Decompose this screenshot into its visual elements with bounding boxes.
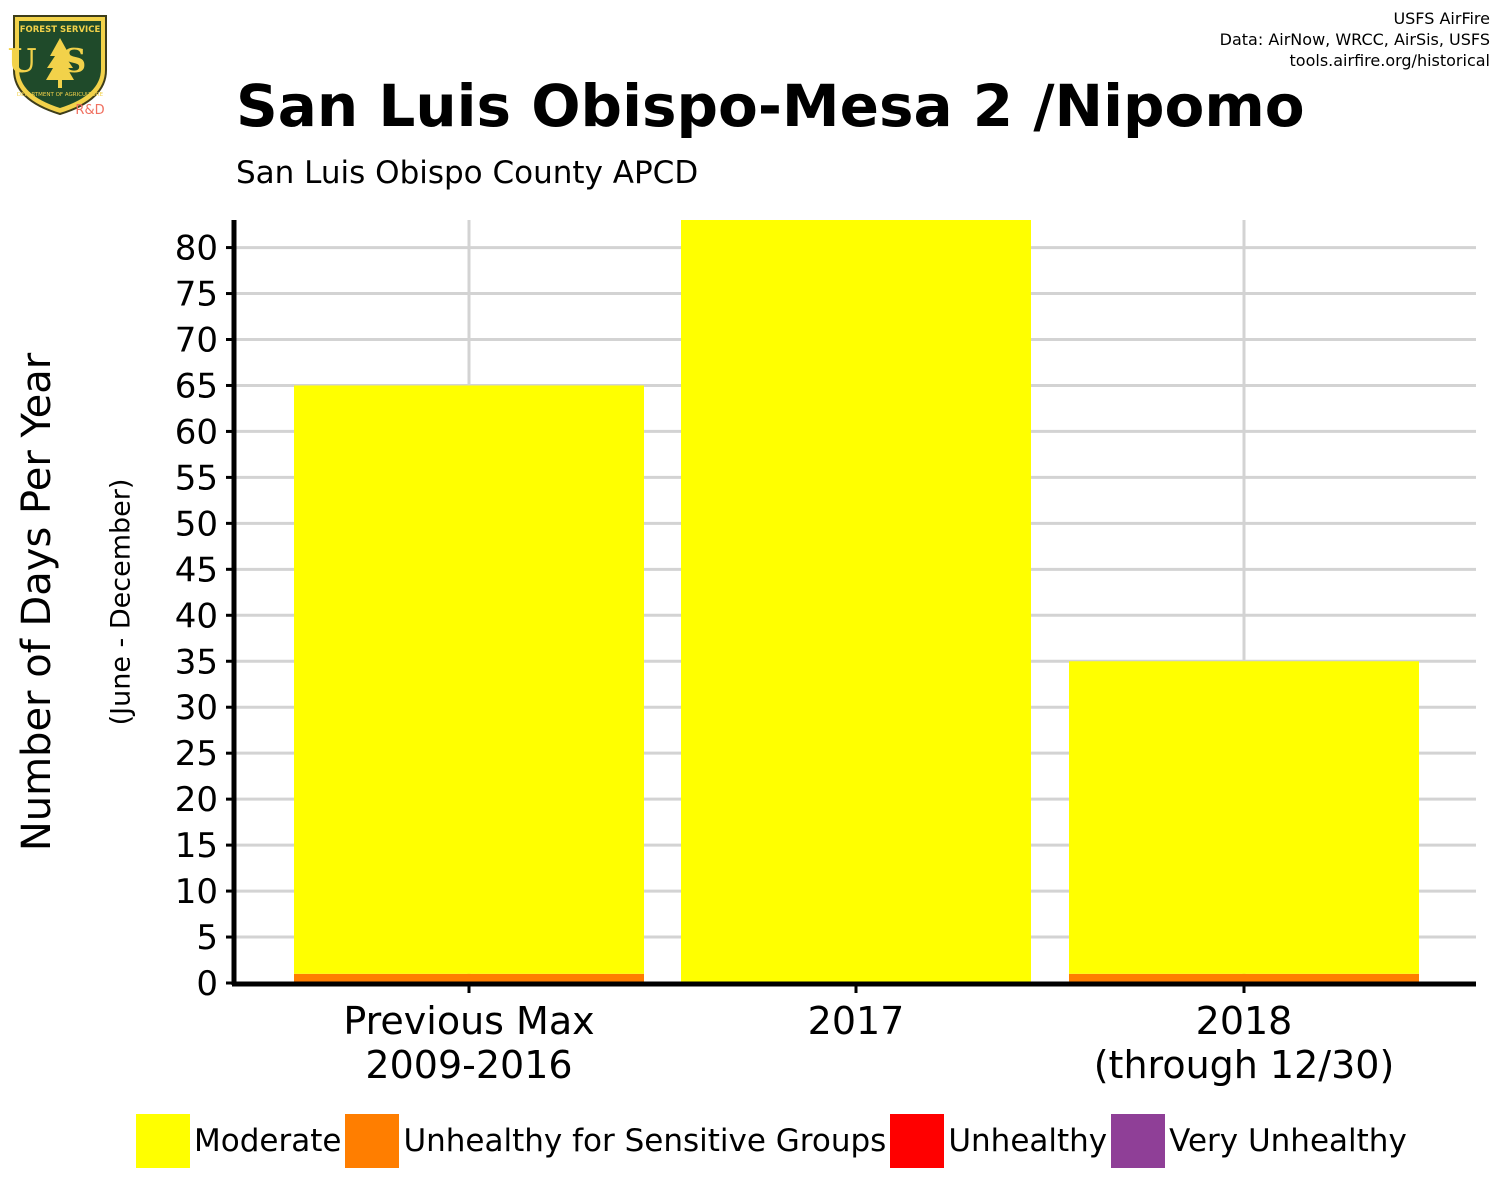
legend-swatch — [890, 1114, 945, 1168]
credit-line: tools.airfire.org/historical — [1289, 51, 1490, 70]
x-tick-label: 2009-2016 — [365, 1043, 572, 1087]
legend-item-unhealthy: Unhealthy — [890, 1114, 1107, 1168]
svg-text:DEPARTMENT OF AGRICULTURE: DEPARTMENT OF AGRICULTURE — [17, 92, 104, 98]
x-tick-label: 2018 — [1196, 999, 1293, 1043]
y-tick-label: 5 — [196, 918, 218, 958]
legend-label: Moderate — [194, 1123, 342, 1159]
y-tick-label: 10 — [175, 872, 218, 912]
y-tick-label: 35 — [175, 642, 218, 682]
bar-segment — [681, 220, 1031, 983]
legend-label: Unhealthy for Sensitive Groups — [403, 1123, 887, 1159]
x-tick-label: (through 12/30) — [1094, 1043, 1395, 1087]
credit-line: Data: AirNow, WRCC, AirSis, USFS — [1219, 30, 1490, 49]
y-tick-label: 75 — [175, 275, 218, 315]
y-tick-label: 70 — [175, 321, 218, 361]
y-tick-label: 55 — [175, 458, 218, 498]
y-tick-label: 20 — [175, 780, 218, 820]
legend-item-moderate: Moderate — [136, 1114, 341, 1168]
y-tick-label: 45 — [175, 550, 218, 590]
y-tick-label: 65 — [175, 366, 218, 406]
bar-segment — [1069, 973, 1419, 983]
svg-text:FOREST SERVICE: FOREST SERVICE — [20, 25, 101, 35]
legend-label: Unhealthy — [948, 1123, 1108, 1159]
y-tick-label: 25 — [175, 734, 218, 774]
bar-segment — [294, 973, 644, 983]
legend-item-usg: Unhealthy for Sensitive Groups — [345, 1114, 886, 1168]
x-tick-label: 2017 — [808, 999, 905, 1043]
y-tick-label: 60 — [175, 412, 218, 452]
legend-swatch — [345, 1114, 400, 1168]
y-tick-label: 80 — [175, 229, 218, 269]
y-tick-label: 50 — [175, 504, 218, 544]
logo-tag: R&D — [75, 103, 104, 118]
y-tick-label: 0 — [196, 964, 218, 1004]
legend-swatch — [1111, 1114, 1166, 1168]
y-tick-label: 15 — [175, 826, 218, 866]
chart-title: San Luis Obispo-Mesa 2 /Nipomo — [236, 72, 1305, 140]
forest-service-logo: FOREST SERVICE US DEPARTMENT OF AGRICULT… — [8, 15, 112, 118]
bar-segment — [1069, 661, 1419, 974]
credit-line: USFS AirFire — [1393, 9, 1490, 28]
x-tick-label: Previous Max — [343, 999, 594, 1043]
legend: Moderate Unhealthy for Sensitive Groups … — [136, 1113, 1411, 1169]
y-tick-label: 30 — [175, 688, 218, 728]
legend-item-very-unhealthy: Very Unhealthy — [1111, 1114, 1407, 1168]
credits: USFS AirFire Data: AirNow, WRCC, AirSis,… — [1220, 8, 1490, 71]
legend-swatch — [136, 1114, 190, 1168]
chart-subtitle: San Luis Obispo County APCD — [236, 155, 699, 191]
svg-text:US: US — [8, 41, 112, 80]
y-tick-label: 40 — [175, 596, 218, 636]
bar-segment — [294, 385, 644, 974]
legend-label: Very Unhealthy — [1169, 1123, 1407, 1159]
